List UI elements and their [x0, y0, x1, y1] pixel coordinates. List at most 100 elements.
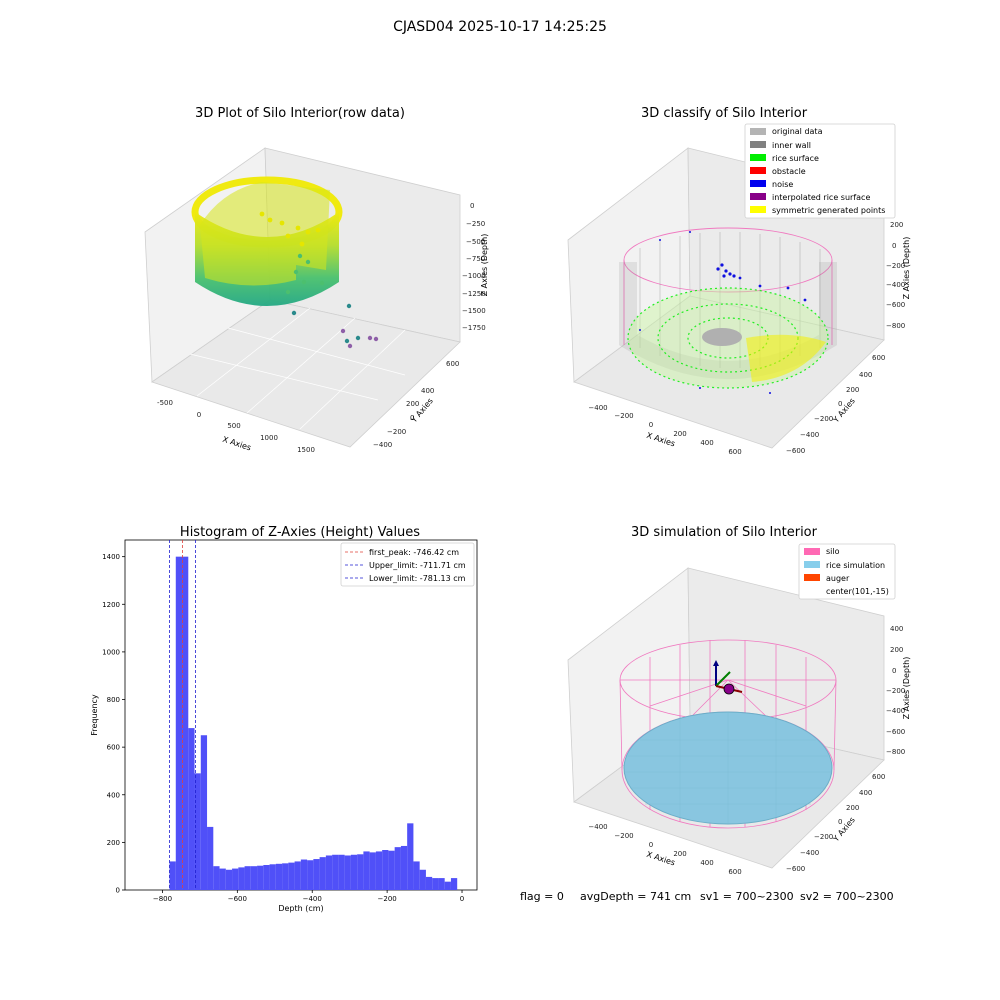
z-tick-raw: −1750: [462, 324, 486, 332]
y-tick-classify: 600: [872, 354, 885, 362]
z-ticks-simulation: 400 200 0 −200 −400 −600 −800: [886, 625, 905, 756]
histogram-bar: [407, 823, 414, 890]
chart-title-histogram: Histogram of Z-Axies (Height) Values: [180, 525, 420, 540]
histogram-bar: [263, 865, 270, 890]
y-tick-classify: −600: [786, 447, 805, 455]
x-ticks-raw: -500 0 500 1000 1500: [157, 399, 315, 454]
x-tick-simulation: 0: [649, 841, 653, 849]
status-flag: flag = 0: [520, 890, 564, 903]
y-tick-label: 1200: [102, 601, 120, 609]
legend-label-classify: original data: [772, 127, 823, 136]
z-ticks-raw: 0 −250 −500 −750 −1000 −1250 −1500 −1750: [462, 202, 486, 332]
histogram-bar: [419, 869, 426, 890]
x-tick-simulation: 200: [673, 850, 686, 858]
x-tick-simulation: −400: [588, 823, 607, 831]
y-tick-label: 1000: [102, 648, 120, 656]
panel-raw-3d: 3D Plot of Silo Interior(row data): [144, 106, 489, 454]
x-tick-classify: 400: [700, 439, 713, 447]
y-tick-raw: 600: [446, 360, 459, 368]
raw-points-cloud: [191, 176, 379, 349]
status-line: flag = 0 avgDepth = 741 cm sv1 = 700~230…: [520, 890, 894, 903]
y-tick-label: 600: [107, 744, 120, 752]
histogram-bar: [219, 868, 226, 890]
x-tick-raw: 1500: [297, 446, 315, 454]
z-tick-simulation: −200: [886, 687, 905, 695]
legend-label-classify: noise: [772, 180, 793, 189]
histogram-bar: [288, 862, 295, 890]
y-tick-classify: 400: [859, 371, 872, 379]
y-ticks-simulation: 600 400 200 0 −200 −400 −600: [786, 773, 885, 873]
y-tick-label: 800: [107, 696, 120, 704]
histogram-bars: [169, 556, 458, 890]
legend-box-classify: [744, 123, 896, 219]
z-ticks-classify: 200 0 −200 −400 −600 −800: [886, 221, 905, 330]
legend-label-first-peak: first_peak: -746.42 cm: [369, 548, 459, 557]
histogram-bar: [357, 854, 364, 890]
legend-classify: original data inner wall rice surface ob…: [744, 123, 896, 219]
histogram-bar: [213, 866, 220, 890]
histogram-bar: [382, 850, 389, 890]
histogram-bar: [307, 860, 314, 890]
z-tick-simulation: 200: [890, 646, 903, 654]
z-tick-raw: −1000: [462, 272, 486, 280]
y-tick-simulation: −400: [800, 849, 819, 857]
x-tick-label: −400: [303, 895, 322, 903]
legend-swatch-classify: [750, 180, 766, 187]
x-tick-classify: 200: [673, 430, 686, 438]
panel-histogram: Histogram of Z-Axies (Height) Values −80…: [90, 525, 478, 913]
histogram-bar: [250, 866, 258, 890]
x-tick-raw: -500: [157, 399, 173, 407]
histogram-bar: [269, 864, 276, 890]
status-sv2: sv2 = 700~2300: [800, 890, 894, 903]
z-tick-raw: −750: [466, 255, 485, 263]
z-tick-simulation: 400: [890, 625, 903, 633]
legend-label-upper-limit: Upper_limit: -711.71 cm: [369, 561, 466, 570]
histogram-bar: [257, 865, 264, 890]
histogram-bar: [438, 878, 445, 890]
histogram-bar: [338, 854, 345, 890]
rice-surface-points: [627, 287, 829, 389]
z-tick-classify: −200: [886, 262, 905, 270]
histogram-bar: [169, 861, 176, 890]
x-tick-raw: 0: [197, 411, 201, 419]
legend-label-classify: inner wall: [772, 141, 811, 150]
chart-title-classify: 3D classify of Silo Interior: [641, 106, 808, 121]
x-label-classify: X Axies: [645, 431, 676, 449]
z-tick-classify: −400: [886, 281, 905, 289]
histogram-bar: [394, 847, 401, 890]
histogram-bar: [175, 556, 183, 890]
rice-simulation-mesh: [625, 712, 831, 824]
z-tick-raw: −1250: [462, 290, 486, 298]
legend-label-simulation: silo: [826, 547, 840, 556]
x-tick-classify: 0: [649, 421, 653, 429]
histogram-bar: [432, 878, 439, 890]
histogram-bar: [182, 556, 189, 890]
legend-simulation: silo rice simulation auger center(101,-1…: [798, 543, 896, 600]
histogram-bar: [350, 854, 358, 890]
histogram-bar: [413, 861, 420, 890]
z-tick-classify: −600: [886, 301, 905, 309]
histogram-bar: [363, 851, 370, 890]
legend-label-classify: interpolated rice surface: [772, 193, 870, 202]
legend-label-classify: rice surface: [772, 154, 819, 163]
y-ticks-histogram: 0 200 400 600 800 1000 1200 1400: [102, 553, 125, 895]
histogram-bar: [232, 868, 239, 890]
histogram-bar: [188, 728, 195, 890]
pane-floor-raw: [151, 299, 461, 448]
y-tick-raw: 0: [410, 414, 414, 422]
legend-swatch-classify: [750, 206, 766, 213]
z-tick-raw: −1500: [462, 307, 486, 315]
y-tick-classify: 200: [846, 386, 859, 394]
legend-swatch-classify: [750, 154, 766, 161]
x-label-simulation: X Axies: [645, 850, 676, 868]
legend-label-simulation: auger: [826, 574, 850, 583]
z-tick-classify: 200: [890, 221, 903, 229]
legend-swatch-classify: [750, 167, 766, 174]
y-tick-classify: 0: [838, 400, 842, 408]
x-label-raw: X Axies: [221, 435, 252, 453]
x-tick-classify: −200: [614, 412, 633, 420]
y-ticks-raw: 600 400 200 0 −200 −400: [373, 360, 459, 449]
z-tick-classify: 0: [892, 242, 896, 250]
histogram-bar: [319, 857, 326, 890]
z-tick-simulation: 0: [892, 667, 896, 675]
